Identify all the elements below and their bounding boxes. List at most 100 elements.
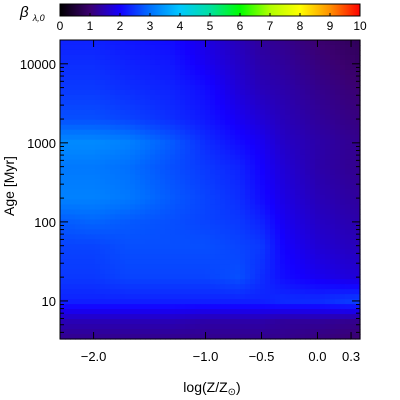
heatmap-cell bbox=[140, 284, 146, 290]
heatmap-cell bbox=[200, 254, 206, 260]
heatmap-cell bbox=[90, 219, 96, 225]
heatmap-cell bbox=[165, 194, 171, 201]
heatmap-cell bbox=[145, 179, 151, 186]
heatmap-cell bbox=[90, 159, 96, 166]
heatmap-cell bbox=[280, 174, 286, 181]
heatmap-cell bbox=[130, 64, 136, 71]
heatmap-cell bbox=[325, 44, 331, 51]
heatmap-cell bbox=[165, 304, 171, 310]
heatmap-cell bbox=[230, 294, 236, 300]
heatmap-cell bbox=[130, 229, 136, 235]
heatmap-cell bbox=[310, 94, 316, 101]
heatmap-cell bbox=[160, 109, 166, 116]
heatmap-cell bbox=[220, 189, 226, 196]
heatmap-cell bbox=[90, 79, 96, 86]
heatmap-cell bbox=[215, 174, 221, 181]
heatmap-cell bbox=[165, 144, 171, 151]
heatmap-cell bbox=[70, 104, 76, 111]
heatmap-cell bbox=[300, 199, 306, 206]
heatmap-cell bbox=[310, 174, 316, 181]
heatmap-cell bbox=[175, 279, 181, 285]
heatmap-cell bbox=[250, 319, 256, 325]
heatmap-cell bbox=[245, 119, 251, 126]
heatmap-cell bbox=[145, 334, 151, 340]
heatmap-cell bbox=[135, 109, 141, 116]
heatmap-cell bbox=[180, 319, 186, 325]
heatmap-cell bbox=[180, 314, 186, 320]
heatmap-cell bbox=[335, 329, 341, 335]
heatmap-cell bbox=[215, 229, 221, 235]
heatmap-cell bbox=[235, 249, 241, 255]
heatmap-cell bbox=[265, 319, 271, 325]
colorbar-label-main: β bbox=[19, 4, 29, 21]
heatmap-cell bbox=[125, 139, 131, 146]
heatmap-cell bbox=[335, 319, 341, 325]
heatmap-cell bbox=[95, 159, 101, 166]
heatmap-cell bbox=[235, 139, 241, 146]
heatmap-cell bbox=[140, 334, 146, 340]
heatmap-cell bbox=[175, 234, 181, 240]
heatmap-cell bbox=[270, 89, 276, 96]
heatmap-cell bbox=[105, 314, 111, 320]
heatmap-cell bbox=[110, 154, 116, 161]
heatmap-cell bbox=[345, 289, 351, 295]
heatmap-cell bbox=[125, 149, 131, 156]
heatmap-cell bbox=[105, 274, 111, 280]
heatmap-cell bbox=[165, 244, 171, 250]
heatmap-cell bbox=[215, 329, 221, 335]
heatmap-cell bbox=[65, 54, 71, 61]
heatmap-cell bbox=[65, 224, 71, 230]
heatmap-cell bbox=[330, 224, 336, 230]
heatmap-cell bbox=[70, 89, 76, 96]
heatmap-cell bbox=[210, 269, 216, 275]
heatmap-cell bbox=[210, 134, 216, 141]
heatmap-cell bbox=[100, 319, 106, 325]
heatmap-cell bbox=[320, 199, 326, 206]
heatmap-cell bbox=[225, 199, 231, 206]
heatmap-cell bbox=[255, 74, 261, 81]
heatmap-cell bbox=[240, 104, 246, 111]
heatmap-cell bbox=[320, 49, 326, 56]
heatmap-cell bbox=[305, 244, 311, 250]
heatmap-cell bbox=[195, 209, 201, 216]
heatmap-cell bbox=[305, 104, 311, 111]
heatmap-cell bbox=[115, 129, 121, 136]
heatmap-cell bbox=[105, 229, 111, 235]
heatmap-cell bbox=[295, 134, 301, 141]
heatmap-cell bbox=[85, 149, 91, 156]
heatmap-cell bbox=[80, 219, 86, 225]
heatmap-cell bbox=[170, 269, 176, 275]
heatmap-cell bbox=[305, 304, 311, 310]
heatmap-cell bbox=[255, 59, 261, 66]
heatmap-cell bbox=[205, 104, 211, 111]
heatmap-cell bbox=[325, 114, 331, 121]
heatmap-cell bbox=[250, 44, 256, 51]
heatmap-cell bbox=[70, 209, 76, 216]
heatmap-cell bbox=[145, 224, 151, 230]
heatmap-cell bbox=[325, 124, 331, 131]
heatmap-cell bbox=[225, 279, 231, 285]
heatmap-cell bbox=[270, 104, 276, 111]
heatmap-cell bbox=[245, 304, 251, 310]
heatmap-cell bbox=[70, 40, 76, 46]
heatmap-cell bbox=[155, 324, 161, 330]
heatmap-cell bbox=[325, 309, 331, 315]
heatmap-cell bbox=[180, 159, 186, 166]
heatmap-cell bbox=[345, 79, 351, 86]
heatmap-cell bbox=[300, 99, 306, 106]
heatmap-cell bbox=[345, 299, 351, 305]
heatmap-cell bbox=[90, 49, 96, 56]
heatmap-cell bbox=[220, 64, 226, 71]
heatmap-cell bbox=[145, 49, 151, 56]
heatmap-cell bbox=[135, 144, 141, 151]
heatmap-cell bbox=[330, 209, 336, 216]
heatmap-cell bbox=[155, 199, 161, 206]
heatmap-cell bbox=[205, 129, 211, 136]
heatmap-cell bbox=[165, 109, 171, 116]
heatmap-cell bbox=[355, 214, 361, 220]
heatmap-cell bbox=[260, 284, 266, 290]
heatmap-cell bbox=[170, 314, 176, 320]
heatmap-cell bbox=[200, 304, 206, 310]
heatmap-cell bbox=[295, 309, 301, 315]
